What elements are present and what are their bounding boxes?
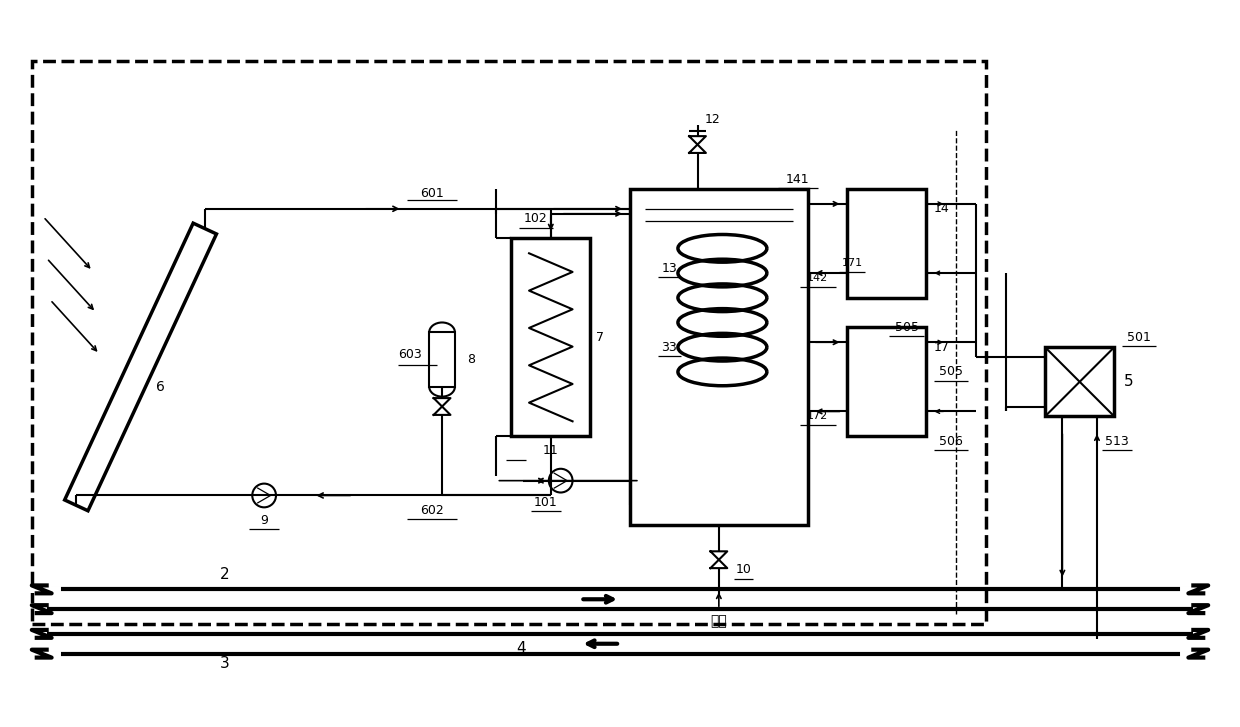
Bar [630,189,807,525]
Bar [1045,348,1115,417]
Text: 505: 505 [895,321,919,334]
Text: 10: 10 [735,563,751,576]
Text: 13: 13 [662,262,677,275]
Text: 101: 101 [534,496,558,509]
Text: 505: 505 [939,366,963,378]
Text: 2: 2 [219,567,229,582]
Text: 513: 513 [1105,435,1128,448]
Circle shape [252,483,277,507]
Text: 补水: 补水 [711,614,727,628]
Circle shape [549,469,573,492]
Text: 141: 141 [786,172,810,185]
Polygon shape [64,223,217,511]
Text: 4: 4 [516,641,526,656]
Text: 601: 601 [420,188,444,201]
Bar [847,327,926,436]
Text: 172: 172 [807,411,828,422]
Text: 33: 33 [662,341,677,354]
Text: 8: 8 [466,353,475,366]
Bar [429,332,455,387]
Bar [847,189,926,298]
Text: 501: 501 [1127,331,1151,344]
Text: 102: 102 [525,212,548,225]
Text: 9: 9 [260,514,268,526]
Text: 11: 11 [543,444,559,457]
Text: 171: 171 [842,258,863,268]
Text: 602: 602 [420,504,444,517]
Text: 603: 603 [398,348,423,361]
Text: 5: 5 [1125,374,1133,389]
Text: 506: 506 [939,435,963,448]
Text: 14: 14 [934,202,949,215]
Bar [32,60,986,624]
Text: 3: 3 [219,656,229,671]
Text: 142: 142 [807,273,828,283]
Text: 7: 7 [596,331,604,344]
Text: 12: 12 [704,113,720,126]
Text: 6: 6 [156,379,165,394]
Bar [511,238,590,436]
Text: 17: 17 [934,341,949,354]
